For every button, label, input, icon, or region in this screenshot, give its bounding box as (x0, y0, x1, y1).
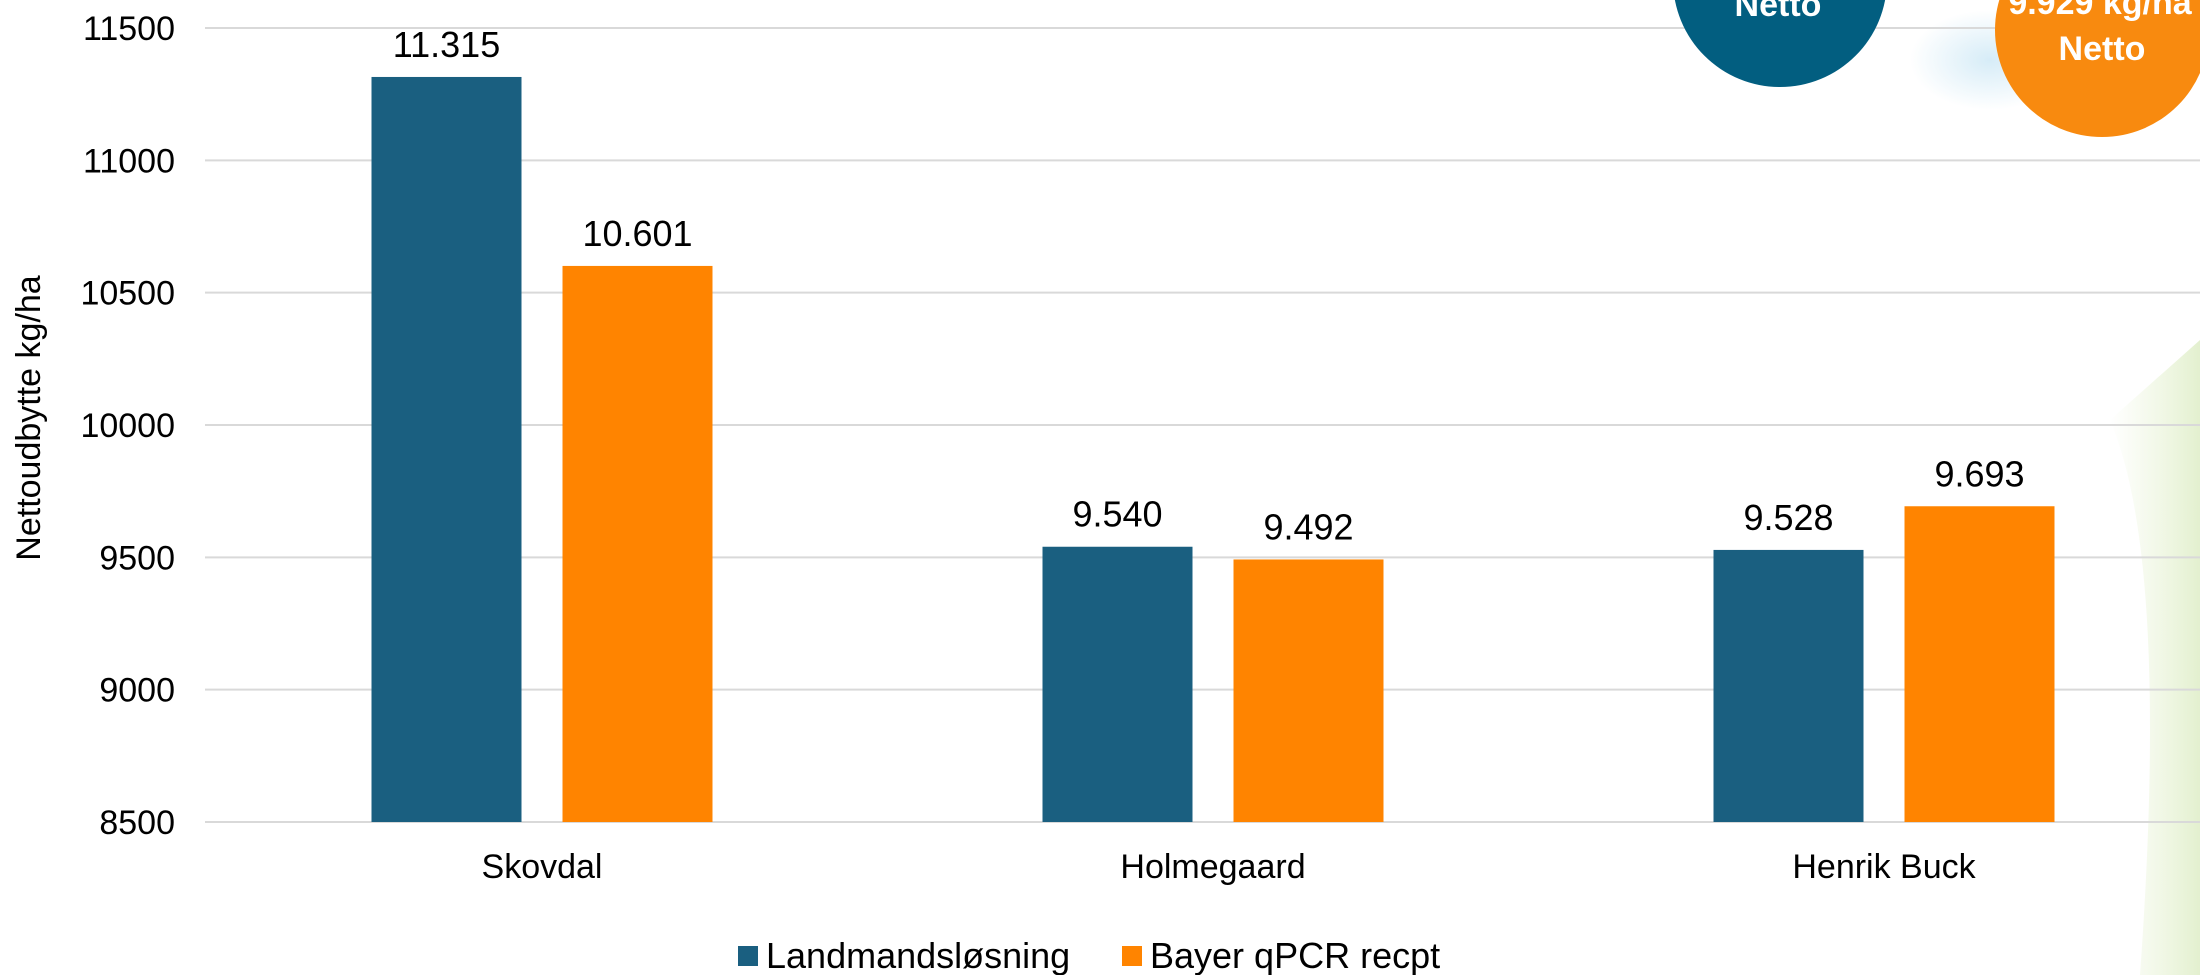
badge-orange-text-line2: Netto (2059, 30, 2146, 68)
bars (371, 76, 2055, 823)
legend-swatch-bayer-qpcr-recpt (1122, 946, 1142, 966)
bar-bayer-qpcr-recpt-henrik-buck (1904, 506, 2055, 822)
data-label-landmandslosning-henrik-buck: 9.528 (1743, 497, 1833, 538)
y-tick-label-10000: 10000 (80, 407, 175, 445)
bar-landmandslosning-holmegaard (1042, 546, 1193, 822)
data-label-bayer-qpcr-recpt-skovdal: 10.601 (582, 213, 692, 254)
data-label-bayer-qpcr-recpt-holmegaard: 9.492 (1263, 506, 1353, 547)
y-tick-label-11000: 11000 (83, 142, 175, 180)
legend-label-bayer-qpcr-recpt: Bayer qPCR recpt (1150, 935, 1440, 975)
y-tick-label-9500: 9500 (99, 539, 175, 577)
y-tick-label-8500: 8500 (99, 804, 175, 842)
bar-landmandslosning-henrik-buck (1713, 549, 1864, 822)
x-axis-ticks: Skovdal Holmegaard Henrik Buck (482, 848, 1977, 886)
badge-orange-text-line1: 9.929 kg/ha (2008, 0, 2192, 22)
data-labels: 11.315 10.601 9.540 9.492 9.528 9.693 (393, 24, 2025, 547)
y-axis-label: Nettoudbytte kg/ha (10, 275, 48, 561)
data-label-landmandslosning-skovdal: 11.315 (393, 24, 500, 65)
x-tick-label-holmegaard: Holmegaard (1120, 848, 1305, 886)
y-tick-label-11500: 11500 (83, 10, 175, 48)
bar-bayer-qpcr-recpt-skovdal (562, 265, 713, 823)
legend-label-landmandslosning: Landmandsløsning (766, 935, 1070, 975)
bar-landmandslosning-skovdal (371, 76, 522, 823)
x-tick-label-henrik-buck: Henrik Buck (1792, 848, 1976, 886)
legend-swatch-landmandslosning (738, 946, 758, 966)
badge-blue: Netto (1674, 0, 1886, 87)
legend: Landmandsløsning Bayer qPCR recpt (738, 935, 1440, 975)
badge-blue-circle (1674, 0, 1886, 87)
y-tick-label-9000: 9000 (99, 672, 175, 710)
y-axis-ticks: 8500 9000 9500 10000 10500 11000 11500 (80, 10, 175, 842)
x-tick-label-skovdal: Skovdal (482, 848, 603, 886)
bar-bayer-qpcr-recpt-holmegaard (1233, 559, 1384, 822)
data-label-bayer-qpcr-recpt-henrik-buck: 9.693 (1934, 453, 2024, 494)
decorative-green-wash (2110, 340, 2200, 975)
y-tick-label-10500: 10500 (80, 275, 175, 313)
badge-blue-text: Netto (1735, 0, 1822, 24)
data-label-landmandslosning-holmegaard: 9.540 (1072, 494, 1162, 535)
badge-orange: 9.929 kg/ha Netto (1995, 0, 2200, 137)
badge-orange-circle (1995, 0, 2200, 137)
